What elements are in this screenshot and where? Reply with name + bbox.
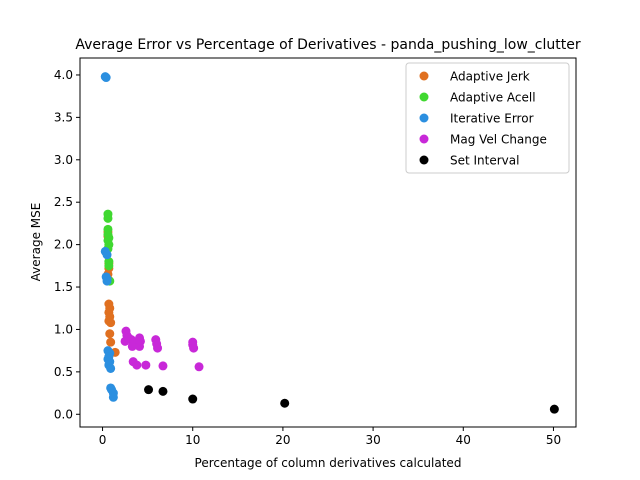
iterative-error-point xyxy=(101,73,111,83)
legend-box xyxy=(405,62,570,174)
set-interval-point xyxy=(549,404,559,414)
x-tick-label: 40 xyxy=(456,433,471,447)
chart-title: Average Error vs Percentage of Derivativ… xyxy=(75,37,580,53)
y-tick-label: 0.0 xyxy=(54,407,73,421)
x-tick-label: 10 xyxy=(185,433,200,447)
y-tick-label: 3.0 xyxy=(54,153,73,167)
y-tick-label: 1.0 xyxy=(54,322,73,336)
legend-marker xyxy=(419,134,429,144)
iterative-error-point xyxy=(102,276,112,286)
mag-vel-change-point xyxy=(189,343,199,353)
mag-vel-change-point xyxy=(135,341,145,351)
x-axis-ticks: 0 10 20 30 40 50 xyxy=(99,427,561,447)
mag-vel-change-point xyxy=(194,362,204,372)
y-tick-label: 4.0 xyxy=(54,68,73,82)
y-tick-label: 3.5 xyxy=(54,110,73,124)
adaptive-jerk-point xyxy=(106,337,116,347)
adaptive-acell-point xyxy=(104,261,114,271)
set-interval-point xyxy=(158,386,168,396)
y-tick-label: 0.5 xyxy=(54,365,73,379)
iterative-error-point xyxy=(108,392,118,402)
y-axis-label: Average MSE xyxy=(29,203,43,282)
set-interval-point xyxy=(280,398,290,408)
legend-label: Iterative Error xyxy=(450,112,534,126)
x-tick-label: 50 xyxy=(546,433,561,447)
legend-label: Mag Vel Change xyxy=(450,133,547,147)
legend-label: Adaptive Acell xyxy=(450,91,536,105)
mag-vel-change-point xyxy=(153,343,163,353)
y-axis-ticks: 0.0 0.5 1.0 1.5 2.0 2.5 3.0 3.5 4.0 xyxy=(54,68,80,421)
iterative-error-point xyxy=(102,250,112,260)
mag-vel-change-point xyxy=(158,361,168,371)
x-tick-label: 20 xyxy=(275,433,290,447)
legend-marker xyxy=(419,113,429,123)
set-interval-point xyxy=(144,385,154,395)
set-interval-point xyxy=(188,394,198,404)
mag-vel-change-point xyxy=(132,360,142,370)
x-axis-label: Percentage of column derivatives calcula… xyxy=(195,456,462,470)
data-points xyxy=(100,72,559,414)
legend-label: Set Interval xyxy=(450,154,519,168)
y-tick-label: 1.5 xyxy=(54,280,73,294)
y-tick-label: 2.5 xyxy=(54,195,73,209)
x-tick-label: 0 xyxy=(99,433,107,447)
mag-vel-change-point xyxy=(141,360,151,370)
mag-vel-change-point xyxy=(127,341,137,351)
legend-marker xyxy=(419,155,429,165)
adaptive-jerk-point xyxy=(106,318,116,328)
mag-vel-change-point xyxy=(120,336,130,346)
legend-label: Adaptive Jerk xyxy=(450,70,530,84)
legend-marker xyxy=(419,71,429,81)
legend: Adaptive Jerk Adaptive Acell Iterative Err… xyxy=(405,62,570,174)
legend-marker xyxy=(419,92,429,102)
adaptive-acell-point xyxy=(103,213,113,223)
x-tick-label: 30 xyxy=(365,433,380,447)
adaptive-jerk-point xyxy=(105,329,115,339)
iterative-error-point xyxy=(106,363,116,373)
y-tick-label: 2.0 xyxy=(54,238,73,252)
